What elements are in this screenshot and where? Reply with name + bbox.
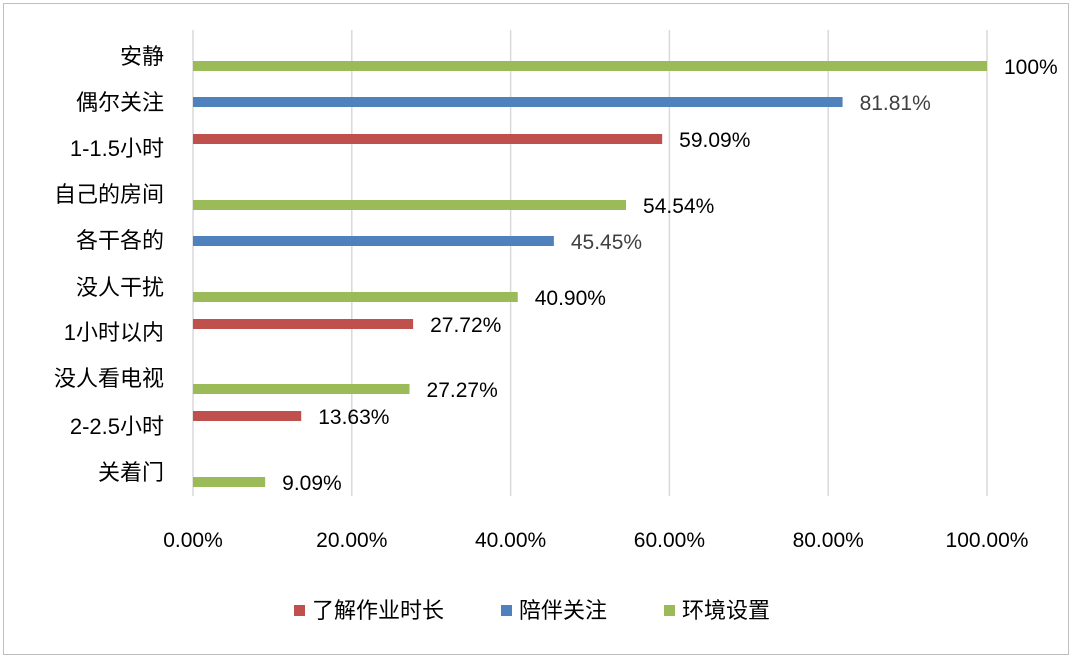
category-label: 1小时以内 bbox=[64, 320, 164, 345]
x-tick-label: 80.00% bbox=[793, 529, 864, 552]
bar bbox=[193, 319, 414, 329]
data-labels: 100% 81.81% 59.09% 54.54%45.45% 40.90% 27.72%… bbox=[282, 56, 1058, 495]
x-tick-label: 60.00% bbox=[634, 529, 705, 552]
x-axis-ticks: 0.00% 20.00% 40.00% 60.00% 80.00% 100.00% bbox=[163, 529, 1028, 552]
x-tick-label: 40.00% bbox=[475, 529, 546, 552]
data-label: 59.09% bbox=[679, 129, 750, 152]
category-label: 安静 bbox=[120, 44, 164, 69]
data-label: 100% bbox=[1004, 56, 1058, 79]
data-label: 81.81% bbox=[860, 92, 931, 115]
bar bbox=[193, 384, 410, 394]
legend-label: 环境设置 bbox=[682, 598, 770, 623]
bar bbox=[193, 61, 987, 71]
chart-frame bbox=[3, 3, 1069, 655]
bar bbox=[193, 97, 843, 107]
data-label: 54.54% bbox=[643, 195, 714, 218]
legend-label: 了解作业时长 bbox=[312, 598, 444, 623]
data-label: 45.45% bbox=[571, 231, 642, 254]
bar bbox=[193, 134, 663, 144]
legend-swatch bbox=[664, 605, 675, 616]
category-label: 关着门 bbox=[98, 460, 164, 485]
legend-swatch bbox=[294, 605, 305, 616]
legend: 了解作业时长 陪伴关注 环境设置 bbox=[294, 598, 770, 623]
x-tick-label: 20.00% bbox=[316, 529, 387, 552]
data-label: 9.09% bbox=[282, 472, 342, 495]
data-label: 13.63% bbox=[318, 406, 389, 429]
category-label: 2-2.5小时 bbox=[70, 414, 164, 439]
data-label: 40.90% bbox=[535, 287, 606, 310]
bar bbox=[193, 236, 554, 246]
x-tick-label: 100.00% bbox=[946, 529, 1029, 552]
category-label: 1-1.5小时 bbox=[70, 136, 164, 161]
bars bbox=[193, 61, 987, 487]
bar bbox=[193, 477, 266, 487]
bar bbox=[193, 200, 627, 210]
legend-swatch bbox=[501, 605, 512, 616]
category-label: 没人干扰 bbox=[76, 275, 164, 300]
legend-label: 陪伴关注 bbox=[519, 598, 607, 623]
category-label: 各干各的 bbox=[76, 228, 164, 253]
category-label: 自己的房间 bbox=[54, 182, 164, 207]
data-label: 27.27% bbox=[427, 379, 498, 402]
x-tick-label: 0.00% bbox=[163, 529, 223, 552]
category-label: 没人看电视 bbox=[54, 366, 164, 391]
bar bbox=[193, 292, 518, 302]
bar bbox=[193, 411, 302, 421]
category-label: 偶尔关注 bbox=[76, 90, 164, 115]
data-label: 27.72% bbox=[430, 314, 501, 337]
